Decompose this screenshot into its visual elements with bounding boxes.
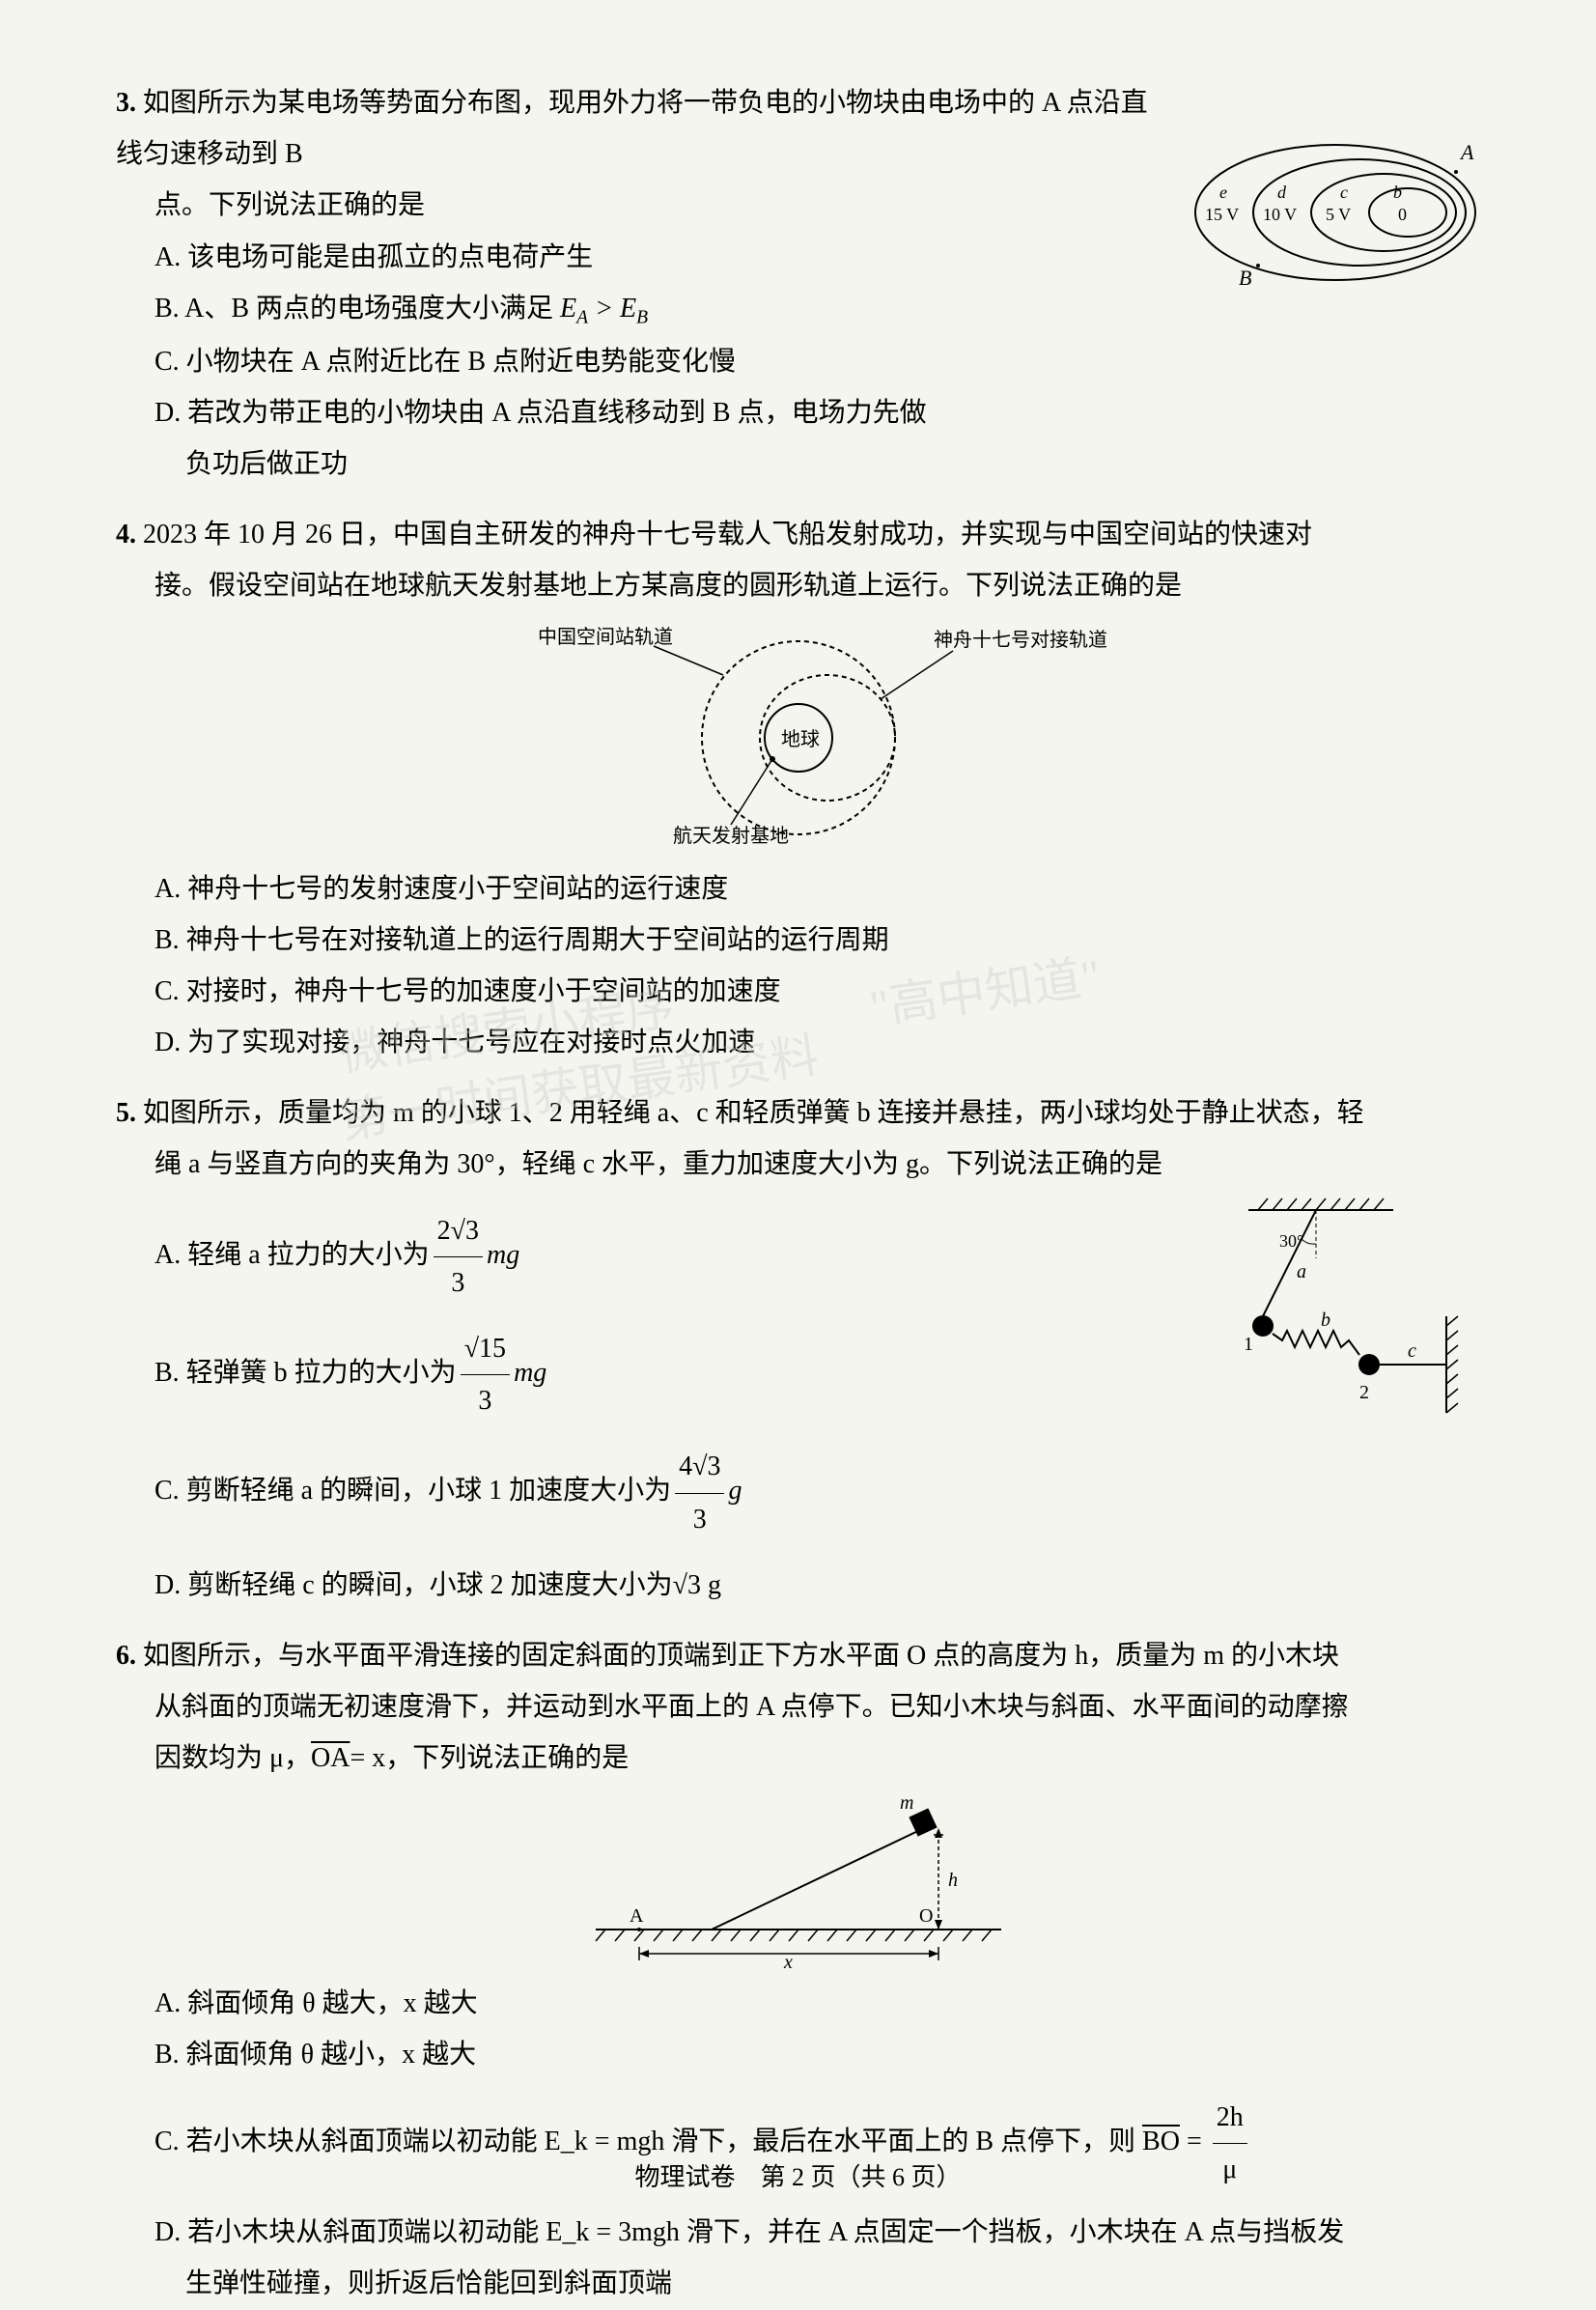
label-A: A	[1459, 140, 1474, 164]
q5-optA-den: 3	[434, 1257, 483, 1309]
q5-optB-pre: B. 轻弹簧 b 拉力的大小为	[154, 1358, 457, 1388]
q3-optB-pre: B. A、B 两点的电场强度大小满足	[154, 294, 560, 324]
q5-optC-pre: C. 剪断轻绳 a 的瞬间，小球 1 加速度大小为	[154, 1476, 671, 1506]
label-d: d	[1277, 183, 1287, 202]
earth-label: 地球	[781, 728, 820, 750]
q5-option-d: D. 剪断轻绳 c 的瞬间，小球 2 加速度大小为√3 g	[116, 1560, 1171, 1611]
q3-option-a: A. 该电场可能是由孤立的点电荷产生	[116, 232, 1171, 283]
q6-optC-num: 2h	[1213, 2092, 1247, 2144]
page-footer: 物理试卷 第 2 页（共 6 页）	[0, 2154, 1596, 2201]
q4-text1: 2023 年 10 月 26 日，中国自主研发的神舟十七号载人飞船发射成功，并实…	[143, 520, 1312, 549]
q4-stem-line1: 4. 2023 年 10 月 26 日，中国自主研发的神舟十七号载人飞船发射成功…	[116, 509, 1480, 560]
q4-option-a: A. 神舟十七号的发射速度小于空间站的运行速度	[116, 863, 1480, 915]
q5-optB-suf: mg	[514, 1358, 546, 1388]
q4-option-c: C. 对接时，神舟十七号的加速度小于空间站的加速度	[116, 966, 1480, 1017]
question-5: 5. 如图所示，质量均为 m 的小球 1、2 用轻绳 a、c 和轻质弹簧 b 连…	[116, 1087, 1480, 1611]
height-h-label: h	[948, 1870, 958, 1891]
q5-optC-den: 3	[675, 1494, 724, 1545]
q3-number: 3.	[116, 88, 136, 118]
question-4: 4. 2023 年 10 月 26 日，中国自主研发的神舟十七号载人飞船发射成功…	[116, 509, 1480, 1068]
value-0: 0	[1398, 205, 1407, 224]
rope-c-label: c	[1408, 1340, 1416, 1362]
value-15v: 15 V	[1205, 205, 1239, 224]
question-6: 6. 如图所示，与水平面平滑连接的固定斜面的顶端到正下方水平面 O 点的高度为 …	[116, 1630, 1480, 2310]
q6-stem3-suf: = x，下列说法正确的是	[350, 1743, 629, 1773]
q5-option-c: C. 剪断轻绳 a 的瞬间，小球 1 加速度大小为4√33g	[116, 1441, 1171, 1544]
q6-stem3-pre: 因数均为 μ，	[154, 1743, 311, 1773]
station-orbit-label: 中国空间站轨道	[538, 626, 673, 648]
ball-2-label: 2	[1359, 1382, 1369, 1403]
q5-stem-line1: 5. 如图所示，质量均为 m 的小球 1、2 用轻绳 a、c 和轻质弹簧 b 连…	[116, 1087, 1480, 1139]
q5-number: 5.	[116, 1098, 136, 1128]
q5-optA-num: 2√3	[434, 1205, 483, 1257]
q6-figure: m h A O x	[116, 1794, 1480, 1968]
rope-a-label: a	[1297, 1261, 1306, 1282]
base-label: 航天发射基地	[673, 825, 789, 847]
q4-figure: 地球 航天发射基地 中国空间站轨道 神舟十七号对接轨道	[116, 622, 1480, 854]
label-b: b	[1393, 183, 1402, 202]
q3-optB-formula: EA > EB	[560, 294, 648, 324]
incline-diagram-icon: m h A O x	[557, 1794, 1040, 1968]
q6-optC-pre: C. 若小木块从斜面顶端以初动能 E_k = mgh 滑下，最后在水平面上的 B…	[154, 2127, 1142, 2156]
q3-option-d-line1: D. 若改为带正电的小物块由 A 点沿直线移动到 B 点，电场力先做	[116, 387, 1171, 438]
q4-stem-line2: 接。假设空间站在地球航天发射基地上方某高度的圆形轨道上运行。下列说法正确的是	[116, 560, 1480, 611]
q5-optB-den: 3	[461, 1375, 510, 1426]
point-O-label: O	[919, 1905, 933, 1927]
dock-orbit-label: 神舟十七号对接轨道	[934, 629, 1107, 651]
q4-number: 4.	[116, 520, 136, 549]
q5-text1: 如图所示，质量均为 m 的小球 1、2 用轻绳 a、c 和轻质弹簧 b 连接并悬…	[143, 1098, 1364, 1128]
ball-1-label: 1	[1244, 1334, 1253, 1355]
equipotential-diagram-icon: A B e d c b 15 V 10 V 5 V 0	[1171, 126, 1480, 299]
q5-stem-line2: 绳 a 与竖直方向的夹角为 30°，轻绳 c 水平，重力加速度大小为 g。下列说…	[116, 1139, 1480, 1190]
q6-option-d-line1: D. 若小木块从斜面顶端以初动能 E_k = 3mgh 滑下，并在 A 点固定一…	[116, 2207, 1480, 2258]
q5-content: A. 轻绳 a 拉力的大小为2√33mg B. 轻弹簧 b 拉力的大小为√153…	[116, 1191, 1171, 1611]
q3-stem-line1: 3. 如图所示为某电场等势面分布图，现用外力将一带负电的小物块由电场中的 A 点…	[116, 77, 1171, 180]
q3-figure: A B e d c b 15 V 10 V 5 V 0	[1171, 126, 1480, 490]
orbit-diagram-icon: 地球 航天发射基地 中国空间站轨道 神舟十七号对接轨道	[480, 622, 1117, 854]
q5-optC-suf: g	[728, 1476, 742, 1506]
q5-option-b: B. 轻弹簧 b 拉力的大小为√153mg	[116, 1323, 1171, 1426]
q3-text1: 如图所示为某电场等势面分布图，现用外力将一带负电的小物块由电场中的 A 点沿直线…	[116, 88, 1148, 169]
q3-option-d-line2: 负功后做正功	[116, 438, 1171, 490]
distance-x-label: x	[783, 1952, 793, 1968]
spring-pendulum-diagram-icon: 30° a 1 b 2 c	[1171, 1191, 1480, 1461]
point-A-label: A	[630, 1905, 644, 1927]
q3-content: 3. 如图所示为某电场等势面分布图，现用外力将一带负电的小物块由电场中的 A 点…	[116, 77, 1171, 490]
q6-stem-line3: 因数均为 μ，OA= x，下列说法正确的是	[116, 1732, 1480, 1784]
block-m-label: m	[900, 1794, 913, 1814]
q6-stem-line2: 从斜面的顶端无初速度滑下，并运动到水平面上的 A 点停下。已知小木块与斜面、水平…	[116, 1681, 1480, 1732]
q6-option-b: B. 斜面倾角 θ 越小，x 越大	[116, 2029, 1480, 2080]
label-c: c	[1340, 183, 1348, 202]
q5-optA-pre: A. 轻绳 a 拉力的大小为	[154, 1240, 430, 1270]
q6-stem-line1: 6. 如图所示，与水平面平滑连接的固定斜面的顶端到正下方水平面 O 点的高度为 …	[116, 1630, 1480, 1681]
q4-option-d: D. 为了实现对接，神舟十七号应在对接时点火加速	[116, 1017, 1480, 1068]
angle-label: 30°	[1279, 1231, 1303, 1251]
q5-optA-suf: mg	[487, 1240, 519, 1270]
spring-b-label: b	[1321, 1310, 1330, 1331]
q3-option-c: C. 小物块在 A 点附近比在 B 点附近电势能变化慢	[116, 336, 1171, 387]
q3-stem-line2: 点。下列说法正确的是	[116, 180, 1171, 231]
value-5v: 5 V	[1326, 205, 1351, 224]
q6-seg-OA: OA	[311, 1743, 350, 1773]
q4-option-b: B. 神舟十七号在对接轨道上的运行周期大于空间站的运行周期	[116, 915, 1480, 966]
q6-option-d-line2: 生弹性碰撞，则折返后恰能回到斜面顶端	[116, 2258, 1480, 2309]
q6-number: 6.	[116, 1641, 136, 1671]
q5-optB-num: √15	[461, 1323, 510, 1375]
q5-optC-num: 4√3	[675, 1441, 724, 1493]
q6-seg-BO: BO	[1142, 2127, 1180, 2156]
label-B: B	[1239, 266, 1251, 290]
q6-text1: 如图所示，与水平面平滑连接的固定斜面的顶端到正下方水平面 O 点的高度为 h，质…	[143, 1641, 1339, 1671]
q5-figure: 30° a 1 b 2 c	[1171, 1191, 1480, 1611]
q6-optC-mid: =	[1180, 2127, 1209, 2156]
q5-option-a: A. 轻绳 a 拉力的大小为2√33mg	[116, 1205, 1171, 1309]
q6-option-a: A. 斜面倾角 θ 越大，x 越大	[116, 1978, 1480, 2029]
label-e: e	[1219, 183, 1227, 202]
q3-option-b: B. A、B 两点的电场强度大小满足 EA > EB	[116, 283, 1171, 336]
value-10v: 10 V	[1263, 205, 1297, 224]
question-3: 3. 如图所示为某电场等势面分布图，现用外力将一带负电的小物块由电场中的 A 点…	[116, 77, 1480, 490]
